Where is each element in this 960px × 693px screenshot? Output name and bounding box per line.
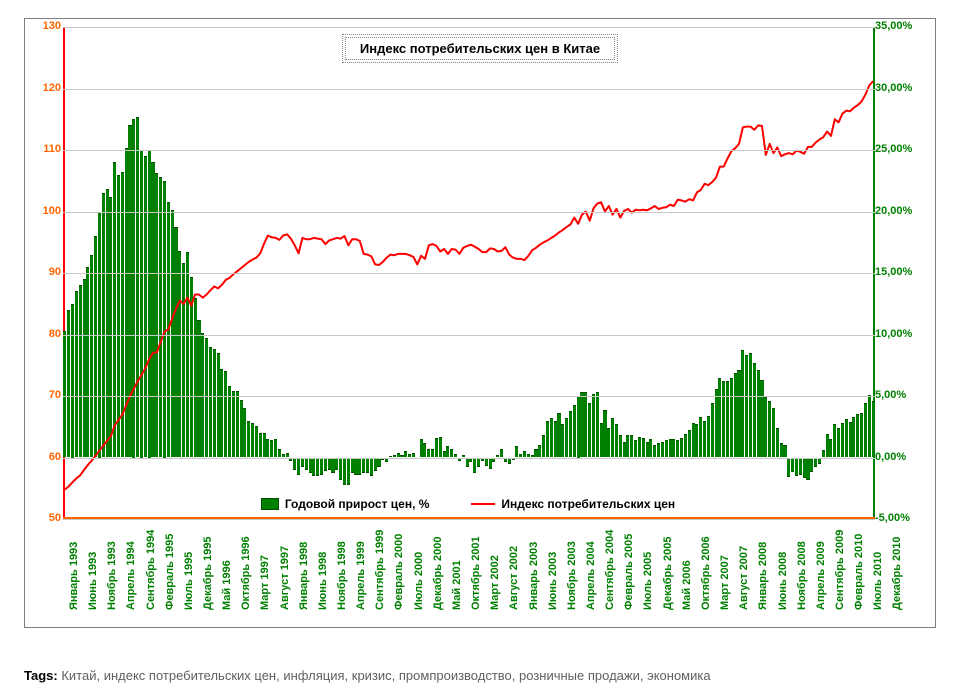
ytick-left: 130 xyxy=(29,21,61,32)
ytick-right: 25,00% xyxy=(875,144,931,155)
xtick: Февраль 2010 xyxy=(854,510,865,610)
xtick: Март 2007 xyxy=(720,510,731,610)
plot-area xyxy=(63,27,875,519)
gridline xyxy=(63,150,875,151)
xtick: Май 2001 xyxy=(452,510,463,610)
xtick: Ноябрь 1998 xyxy=(337,510,348,610)
ytick-right: 15,00% xyxy=(875,267,931,278)
xtick: Май 1996 xyxy=(222,510,233,610)
xtick: Ноябрь 2003 xyxy=(567,510,578,610)
xtick: Август 2007 xyxy=(739,510,750,610)
xtick: Ноябрь 1993 xyxy=(107,510,118,610)
tags-line: Tags: Китай, индекс потребительских цен,… xyxy=(24,668,711,683)
xtick: Апрель 1994 xyxy=(126,510,137,610)
xtick: Январь 1993 xyxy=(69,510,80,610)
ytick-left: 80 xyxy=(29,329,61,340)
xtick: Январь 2008 xyxy=(758,510,769,610)
xtick: Сентябрь 1994 xyxy=(146,510,157,610)
xtick: Сентябрь 1999 xyxy=(375,510,386,610)
xtick: Июль 2005 xyxy=(643,510,654,610)
xtick: Апрель 2004 xyxy=(586,510,597,610)
gridline xyxy=(63,458,875,459)
chart-frame: Индекс потребительских цен в Китае Годов… xyxy=(24,18,936,628)
xtick: Февраль 2000 xyxy=(394,510,405,610)
xtick: Апрель 2009 xyxy=(816,510,827,610)
xtick: Январь 2003 xyxy=(529,510,540,610)
xtick: Январь 1998 xyxy=(299,510,310,610)
legend-item-line: Индекс потребительских цен xyxy=(471,497,675,511)
xtick: Февраль 2005 xyxy=(624,510,635,610)
ytick-left: 90 xyxy=(29,267,61,278)
chart-title: Индекс потребительских цен в Китае xyxy=(345,37,615,60)
xtick: Ноябрь 2008 xyxy=(797,510,808,610)
xtick: Декабрь 2010 xyxy=(892,510,903,610)
xtick: Июль 2000 xyxy=(414,510,425,610)
ytick-left: 50 xyxy=(29,513,61,524)
tags-label: Tags: xyxy=(24,668,58,683)
xtick: Февраль 1995 xyxy=(165,510,176,610)
legend-swatch-bar-icon xyxy=(261,498,279,510)
ytick-left: 60 xyxy=(29,452,61,463)
xtick: Июнь 2008 xyxy=(778,510,789,610)
xtick: Декабрь 2000 xyxy=(433,510,444,610)
ytick-left: 70 xyxy=(29,390,61,401)
xtick: Май 2006 xyxy=(682,510,693,610)
gridline xyxy=(63,273,875,274)
xtick: Сентябрь 2004 xyxy=(605,510,616,610)
xtick: Июль 2010 xyxy=(873,510,884,610)
cpi-line xyxy=(65,81,873,489)
xtick: Июнь 2003 xyxy=(548,510,559,610)
gridline xyxy=(63,27,875,28)
xtick: Декабрь 2005 xyxy=(663,510,674,610)
ytick-right: 10,00% xyxy=(875,329,931,340)
xtick: Август 2002 xyxy=(509,510,520,610)
ytick-right: 35,00% xyxy=(875,21,931,32)
xtick: Апрель 1999 xyxy=(356,510,367,610)
legend-label-bars: Годовой прирост цен, % xyxy=(285,497,430,511)
ytick-right: 30,00% xyxy=(875,83,931,94)
xtick: Март 1997 xyxy=(260,510,271,610)
xtick: Июнь 1998 xyxy=(318,510,329,610)
xtick: Октябрь 2001 xyxy=(471,510,482,610)
gridline xyxy=(63,89,875,90)
xtick: Июнь 1993 xyxy=(88,510,99,610)
ytick-right: 5,00% xyxy=(875,390,931,401)
xtick: Октябрь 1996 xyxy=(241,510,252,610)
xtick: Октябрь 2006 xyxy=(701,510,712,610)
xtick: Июль 1995 xyxy=(184,510,195,610)
gridline xyxy=(63,396,875,397)
legend-label-line: Индекс потребительских цен xyxy=(501,497,675,511)
ytick-left: 110 xyxy=(29,144,61,155)
page: Индекс потребительских цен в Китае Годов… xyxy=(0,0,960,693)
ytick-right: 0,00% xyxy=(875,452,931,463)
gridline xyxy=(63,335,875,336)
legend: Годовой прирост цен, % Индекс потребител… xyxy=(63,493,873,515)
xtick: Август 1997 xyxy=(280,510,291,610)
legend-item-bars: Годовой прирост цен, % xyxy=(261,497,430,511)
ytick-left: 100 xyxy=(29,206,61,217)
ytick-left: 120 xyxy=(29,83,61,94)
tags-text: Китай, индекс потребительских цен, инфля… xyxy=(61,668,710,683)
ytick-right: 20,00% xyxy=(875,206,931,217)
xtick: Декабрь 1995 xyxy=(203,510,214,610)
legend-swatch-line-icon xyxy=(471,503,495,505)
gridline xyxy=(63,212,875,213)
xtick: Сентябрь 2009 xyxy=(835,510,846,610)
xtick: Март 2002 xyxy=(490,510,501,610)
